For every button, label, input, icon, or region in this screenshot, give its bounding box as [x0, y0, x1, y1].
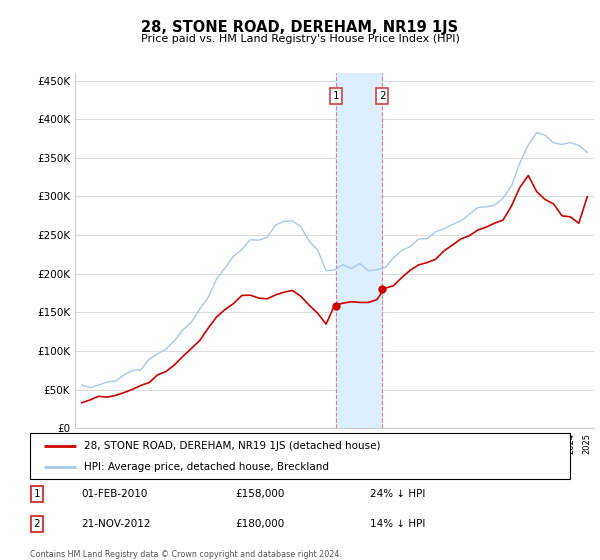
Text: 1: 1: [34, 489, 40, 499]
Text: £180,000: £180,000: [235, 519, 284, 529]
Text: 1: 1: [332, 91, 339, 101]
Text: 28, STONE ROAD, DEREHAM, NR19 1JS (detached house): 28, STONE ROAD, DEREHAM, NR19 1JS (detac…: [84, 441, 380, 451]
Text: 28, STONE ROAD, DEREHAM, NR19 1JS: 28, STONE ROAD, DEREHAM, NR19 1JS: [142, 20, 458, 35]
Text: £158,000: £158,000: [235, 489, 284, 499]
Text: 2: 2: [379, 91, 386, 101]
Text: 01-FEB-2010: 01-FEB-2010: [82, 489, 148, 499]
Text: Price paid vs. HM Land Registry's House Price Index (HPI): Price paid vs. HM Land Registry's House …: [140, 34, 460, 44]
Text: 14% ↓ HPI: 14% ↓ HPI: [370, 519, 425, 529]
FancyBboxPatch shape: [30, 433, 570, 479]
Text: HPI: Average price, detached house, Breckland: HPI: Average price, detached house, Brec…: [84, 463, 329, 472]
Text: 24% ↓ HPI: 24% ↓ HPI: [370, 489, 425, 499]
Bar: [336, 73, 382, 428]
Text: 21-NOV-2012: 21-NOV-2012: [82, 519, 151, 529]
Text: 2: 2: [34, 519, 40, 529]
Text: Contains HM Land Registry data © Crown copyright and database right 2024.
This d: Contains HM Land Registry data © Crown c…: [30, 550, 342, 560]
